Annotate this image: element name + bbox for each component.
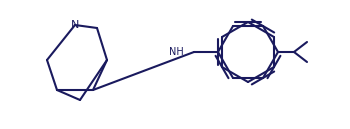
Text: NH: NH xyxy=(169,47,184,57)
Text: N: N xyxy=(71,20,79,30)
